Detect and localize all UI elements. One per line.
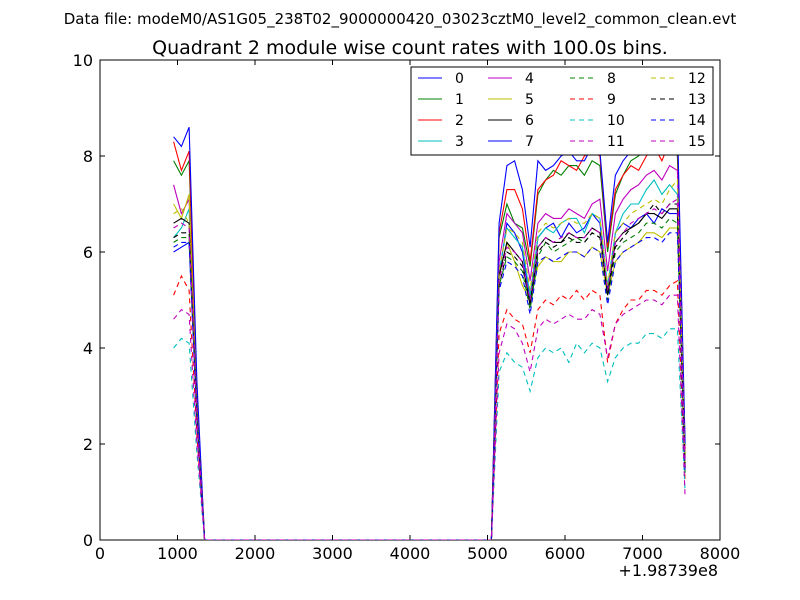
legend-label-10: 10: [607, 113, 625, 129]
series-line-3: [173, 179, 686, 540]
legend-frame: [410, 66, 714, 156]
series-line-1: [173, 135, 686, 540]
x-tick-label: 7000: [622, 544, 663, 563]
x-tick-label: 4000: [390, 544, 431, 563]
legend-label-4: 4: [525, 71, 534, 87]
legend-label-3: 3: [455, 134, 464, 150]
x-axis-offset-label: +1.98739e8: [618, 561, 718, 580]
x-axis: 0 1000 2000 3000 4000 5000 6000 7000 8000: [95, 60, 740, 563]
legend-label-15: 15: [688, 134, 706, 150]
legend-label-13: 13: [688, 92, 706, 108]
y-tick-label: 2: [83, 435, 93, 454]
chart-title: Quadrant 2 module wise count rates with …: [152, 37, 668, 59]
x-tick-label: 6000: [545, 544, 586, 563]
series-line-13: [173, 203, 686, 540]
series-line-10: [173, 328, 686, 540]
legend-label-7: 7: [525, 134, 534, 150]
legend-label-8: 8: [607, 71, 616, 87]
x-tick-label: 0: [95, 544, 105, 563]
y-tick-label: 4: [83, 339, 93, 358]
legend-label-12: 12: [688, 71, 706, 87]
y-tick-label: 0: [83, 531, 93, 550]
x-tick-label: 1000: [157, 544, 198, 563]
series-line-5: [173, 194, 686, 540]
legend-label-1: 1: [455, 92, 464, 108]
legend-label-6: 6: [525, 113, 534, 129]
y-tick-label: 6: [83, 243, 93, 262]
series-line-6: [173, 208, 686, 540]
x-tick-label: 3000: [312, 544, 353, 563]
legend-label-9: 9: [607, 92, 616, 108]
legend-label-5: 5: [525, 92, 534, 108]
legend-label-2: 2: [455, 113, 464, 129]
legend-label-11: 11: [607, 134, 625, 150]
figure-suptitle: Data file: modeM0/AS1G05_238T02_90000004…: [64, 10, 737, 29]
series-line-11: [173, 294, 686, 540]
legend-label-14: 14: [688, 113, 706, 129]
legend-label-0: 0: [455, 71, 464, 87]
x-tick-label: 2000: [235, 544, 276, 563]
series-line-4: [173, 164, 686, 540]
y-tick-label: 10: [73, 51, 93, 70]
y-tick-label: 8: [83, 147, 93, 166]
x-tick-label: 5000: [467, 544, 508, 563]
x-tick-label: 8000: [700, 544, 741, 563]
